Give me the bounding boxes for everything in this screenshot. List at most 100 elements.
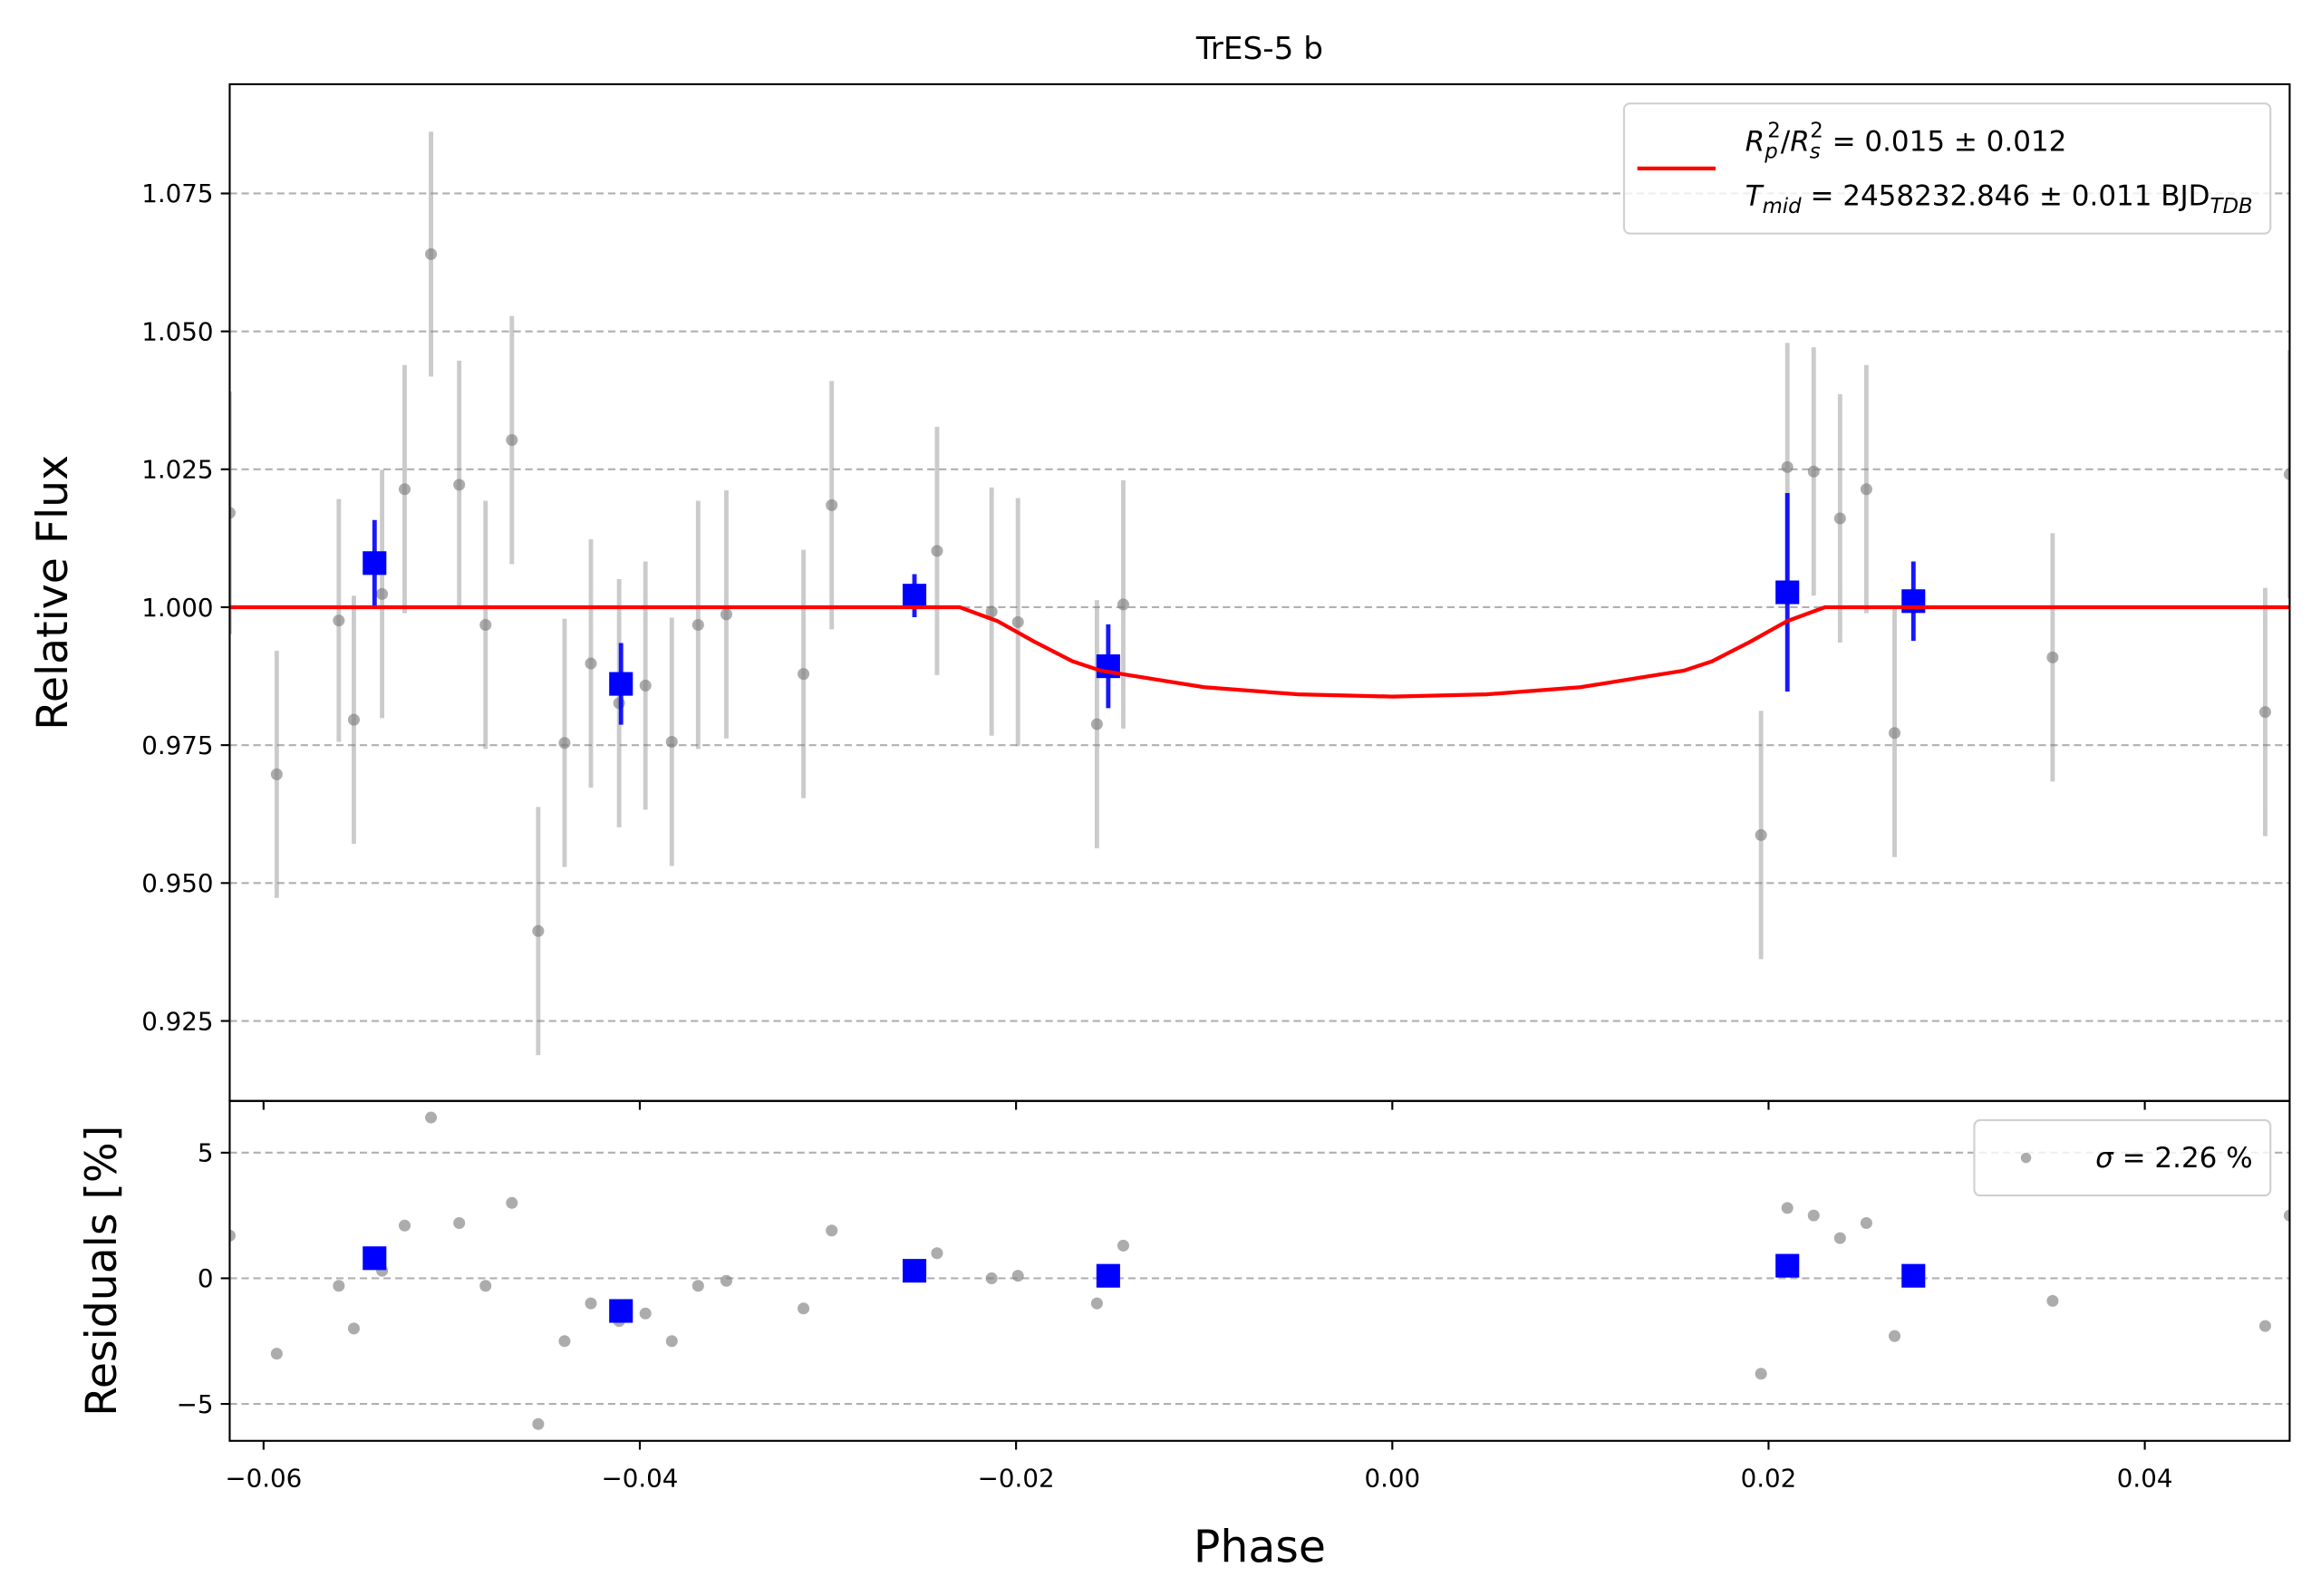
plot-area <box>229 1111 2290 1430</box>
data-point <box>2258 1320 2271 1332</box>
y-tick-label: 0.975 <box>141 730 213 760</box>
data-point <box>1755 1368 1767 1380</box>
data-point <box>1781 460 1794 473</box>
data-point <box>639 679 652 692</box>
data-point <box>506 1196 518 1209</box>
x-axis-label: Phase <box>1194 1521 1326 1572</box>
data-point <box>798 668 810 681</box>
data-point <box>1117 598 1129 611</box>
data-point <box>398 1219 411 1232</box>
binned-point <box>903 584 927 608</box>
data-point <box>931 545 943 557</box>
data-point <box>479 618 492 631</box>
data-point <box>691 1280 704 1292</box>
data-point <box>665 1335 678 1348</box>
data-point <box>2258 706 2271 719</box>
data-point <box>2046 651 2059 663</box>
data-point <box>1781 1202 1794 1214</box>
data-point <box>347 1322 360 1335</box>
data-point <box>532 1417 545 1430</box>
binned-point <box>363 1246 387 1271</box>
y-tick-label: 1.000 <box>141 593 213 623</box>
binned-point <box>903 1259 927 1283</box>
data-point <box>585 1297 597 1310</box>
data-point <box>398 483 411 496</box>
legend-box <box>1622 102 2272 235</box>
y-tick-label: 0.925 <box>141 1006 213 1036</box>
legend-text-part: / <box>1781 125 1791 158</box>
binned-point <box>1775 580 1800 605</box>
legend-swatch <box>2020 1152 2032 1164</box>
data-point <box>585 657 597 670</box>
data-point <box>1833 512 1846 525</box>
data-point <box>1833 1232 1846 1244</box>
legend-text-part: 2 <box>1810 120 1823 143</box>
data-point <box>453 479 466 491</box>
y-tick-label: 5 <box>198 1138 214 1168</box>
legend-text-part: σ <box>2095 1142 2114 1175</box>
y-tick-label: 1.075 <box>141 179 213 208</box>
data-point <box>532 924 545 937</box>
data-point <box>639 1307 652 1320</box>
data-point <box>1090 718 1103 730</box>
legend-text-part: = 0.015 ± 0.012 <box>1823 125 2067 158</box>
plot-area <box>229 131 2290 1056</box>
data-point <box>720 608 732 621</box>
data-point <box>665 735 678 749</box>
data-point <box>1117 1239 1129 1252</box>
legend-label: σ = 2.26 % <box>2095 1142 2253 1175</box>
data-point <box>931 1247 943 1260</box>
binned-point <box>363 551 387 576</box>
x-tick-label: 0.04 <box>2117 1463 2173 1493</box>
data-point <box>985 605 998 618</box>
y-tick-label: 0 <box>198 1263 214 1293</box>
legend-text-part: T <box>1745 180 1765 213</box>
data-point <box>333 614 345 627</box>
chart-title: TrES-5 b <box>1195 31 1323 67</box>
binned-point <box>1901 589 1926 614</box>
binned-point <box>1096 1263 1120 1288</box>
data-point <box>798 1302 810 1315</box>
data-point <box>229 507 236 519</box>
data-point <box>985 1272 998 1284</box>
legend-text-part: TDB <box>2210 195 2253 218</box>
binned-point <box>609 1299 633 1323</box>
legend-text-part: p <box>1764 140 1777 163</box>
legend-label: Tmid = 2458232.846 ± 0.011 BJDTDB <box>1745 180 2253 218</box>
data-point <box>720 1274 732 1287</box>
x-tick-label: −0.02 <box>978 1463 1055 1493</box>
data-point <box>558 1335 571 1348</box>
data-point <box>1860 483 1872 496</box>
data-point <box>1889 1330 1901 1342</box>
data-point <box>1807 1209 1820 1222</box>
legend-text-part: mid <box>1763 195 1803 218</box>
model-line <box>229 605 2290 699</box>
data-point <box>1889 727 1901 740</box>
x-tick-label: 0.00 <box>1364 1463 1420 1493</box>
legend-text-part: 2 <box>1767 120 1781 143</box>
data-point <box>229 1229 236 1242</box>
legend-box <box>1973 1118 2272 1197</box>
data-point <box>425 1111 438 1124</box>
data-point <box>479 1280 492 1292</box>
legend-text-part: R <box>1745 125 1765 158</box>
y-tick-label: 0.950 <box>141 868 213 898</box>
data-point <box>1011 615 1024 628</box>
y-axis-label: Residuals [%] <box>77 1126 127 1417</box>
legend-text-part: R <box>1790 125 1810 158</box>
y-tick-label: −5 <box>177 1389 214 1419</box>
data-point <box>691 618 704 631</box>
data-point <box>425 247 438 260</box>
data-point <box>1011 1270 1024 1282</box>
data-point <box>2283 468 2290 480</box>
legend-text-part: = 2458232.846 ± 0.011 BJD <box>1802 180 2210 213</box>
data-point <box>506 434 518 447</box>
axes-frame <box>228 1099 2291 1442</box>
binned-point <box>609 672 633 696</box>
binned-point <box>1775 1253 1800 1278</box>
data-point <box>270 1348 283 1360</box>
data-point <box>270 768 283 780</box>
data-point <box>1755 828 1767 841</box>
data-point <box>826 498 838 511</box>
